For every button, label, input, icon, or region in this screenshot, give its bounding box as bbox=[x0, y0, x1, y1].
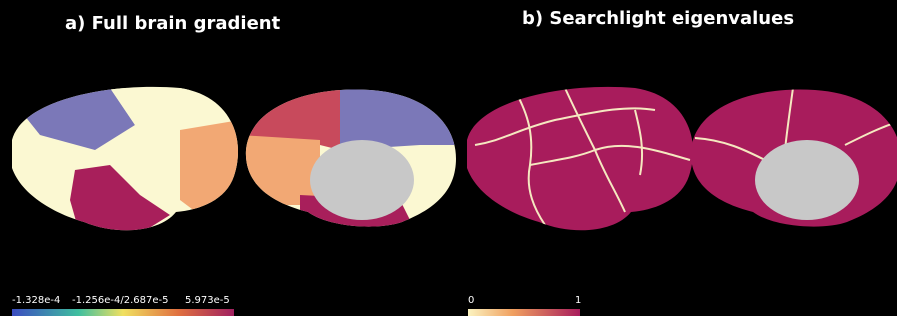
panel-title: a) Full brain gradient bbox=[65, 13, 281, 34]
colorbar-label: 0 bbox=[468, 295, 474, 306]
panel-title: b) Searchlight eigenvalues bbox=[522, 8, 794, 29]
colorbar-label: -1.256e-4/2.687e-5 bbox=[72, 295, 168, 306]
colorbar bbox=[12, 309, 234, 316]
body: a) Full brain gradient b) Searchlight ei… bbox=[0, 0, 897, 316]
figure: a) Full brain gradient b) Searchlight ei… bbox=[0, 0, 897, 316]
colorbar-label: 1 bbox=[575, 295, 581, 306]
colorbar-label: -1.328e-4 bbox=[12, 295, 60, 306]
colorbar bbox=[468, 309, 580, 316]
colorbar-label: 5.973e-5 bbox=[185, 295, 230, 306]
page: {"panels": [ {"title": "a) Full brain gr… bbox=[0, 0, 897, 316]
